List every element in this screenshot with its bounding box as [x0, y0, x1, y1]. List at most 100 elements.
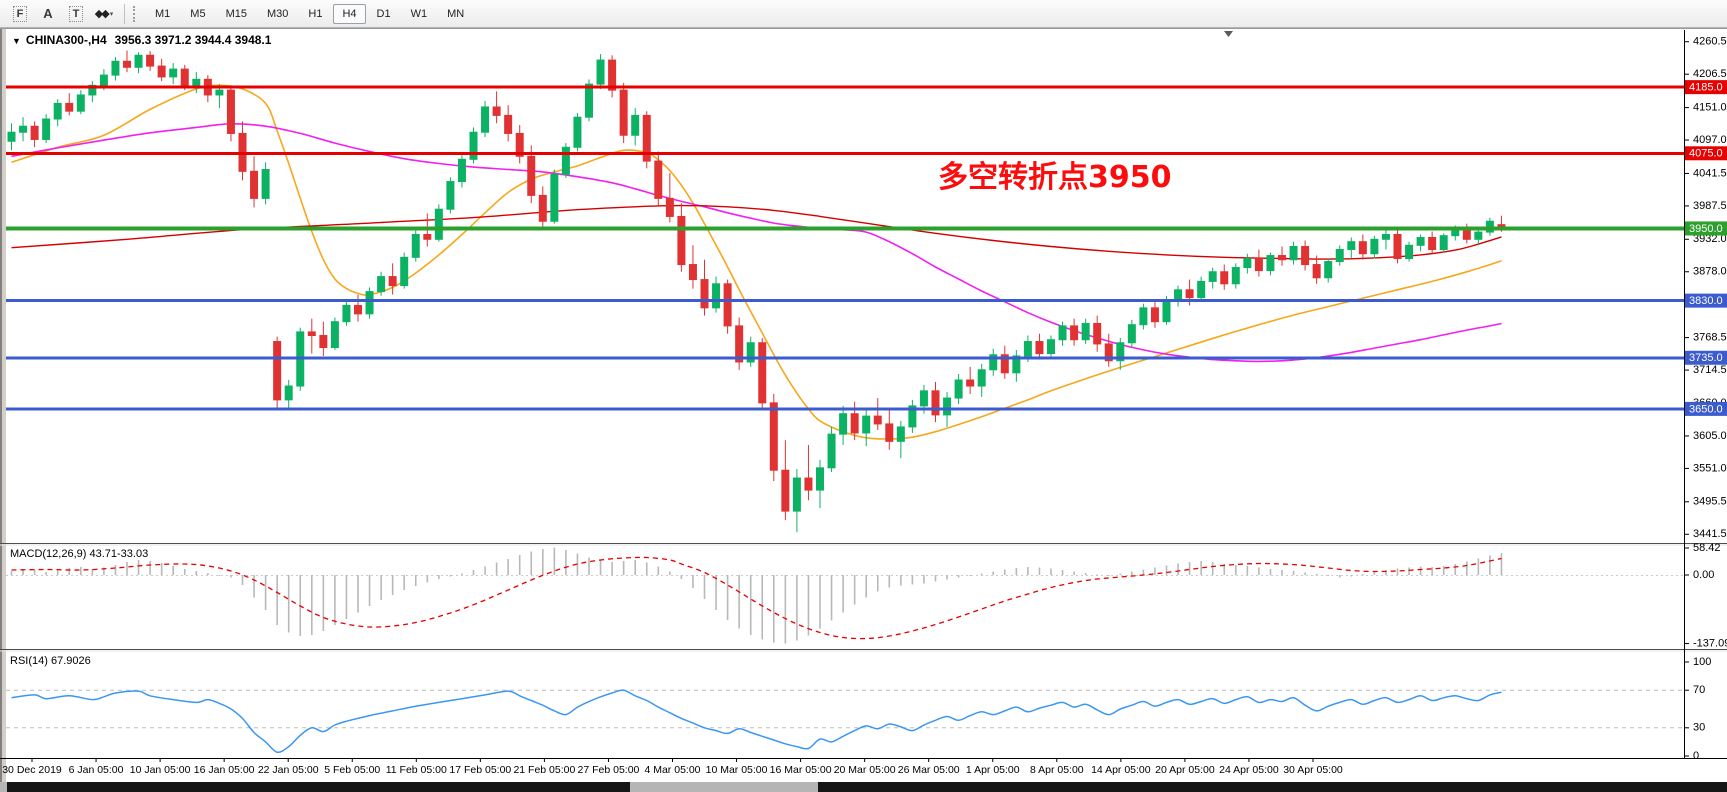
candle-up: [908, 399, 917, 433]
h-scrollbar-thumb[interactable]: [630, 782, 818, 792]
annotation-text[interactable]: 多空转折点3950: [938, 160, 1172, 195]
macd-bar: [807, 575, 810, 636]
rsi-tick-label: 30: [1693, 722, 1705, 734]
macd-bar: [853, 575, 856, 605]
timeframe-h1-button[interactable]: H1: [308, 7, 323, 20]
timeframe-m1-button[interactable]: M1: [155, 7, 171, 20]
macd-pane[interactable]: [6, 547, 1684, 644]
candle-down: [665, 173, 674, 223]
candle-down: [307, 318, 316, 354]
macd-bar: [657, 566, 660, 575]
rsi-pane[interactable]: [6, 689, 1684, 754]
font-icon: A: [43, 6, 53, 21]
candle-down: [885, 408, 894, 450]
macd-bar: [149, 561, 151, 575]
price-badge: 3830.0: [1685, 293, 1727, 308]
candle-down: [873, 398, 882, 430]
candle-down: [619, 82, 628, 144]
macd-bar: [680, 575, 683, 579]
macd-bar: [588, 557, 590, 575]
macd-bar: [900, 575, 902, 586]
date-axis[interactable]: 30 Dec 2019 6 Jan 05:00 10 Jan 05:00 16 Jan…: [2, 758, 1343, 776]
chart-canvas[interactable]: 4260.5 4206.5 4151.0 4097.0 4041.5 3987.5 3932…: [0, 28, 1727, 782]
candle-up: [1439, 233, 1448, 253]
timeframe-w1-button[interactable]: W1: [410, 7, 428, 20]
macd-bar: [1419, 566, 1422, 575]
date-label: 24 Apr 05:00: [1219, 764, 1279, 776]
chart-window[interactable]: 4260.5 4206.5 4151.0 4097.0 4041.5 3987.5 3932…: [0, 28, 1727, 782]
macd-bar: [645, 562, 648, 575]
timeframe-h4-button[interactable]: H4: [333, 3, 366, 24]
candle-up: [42, 114, 51, 144]
macd-bar: [1235, 565, 1237, 575]
candle-down: [1000, 345, 1009, 379]
symbol-dropdown-icon[interactable]: ▼: [12, 36, 21, 46]
candle-up: [839, 405, 848, 445]
candle-up: [1381, 229, 1390, 250]
date-label: 27 Feb 05:00: [578, 764, 640, 776]
macd-bar: [669, 571, 671, 575]
macd-bar: [103, 567, 105, 575]
macd-bar: [334, 575, 336, 625]
candle-down: [677, 203, 686, 272]
tool-templates-button[interactable]: F: [9, 3, 31, 25]
macd-bar: [1304, 572, 1306, 575]
date-label: 1 Apr 05:00: [966, 764, 1020, 776]
macd-bar: [368, 575, 371, 606]
candle-down: [758, 337, 767, 411]
macd-bar: [622, 561, 625, 575]
macd-bar: [865, 575, 867, 598]
macd-bar: [796, 575, 798, 641]
price-badge: 4185.0: [1685, 80, 1727, 95]
date-label: 26 Mar 05:00: [898, 764, 960, 776]
macd-bar: [634, 560, 636, 575]
candle-up: [585, 79, 593, 122]
macd-bar: [542, 549, 544, 575]
macd-bar: [426, 575, 429, 583]
candle-up: [1370, 235, 1379, 259]
macd-indicator-label: MACD(12,26,9) 43.71-33.03: [10, 548, 149, 560]
macd-bar: [692, 575, 694, 588]
chevron-down-icon[interactable]: ▾: [109, 10, 114, 18]
macd-bar: [1188, 562, 1191, 575]
candle-up: [631, 108, 640, 146]
candle-up: [1324, 258, 1333, 283]
candle-up: [1058, 321, 1067, 346]
candle-up: [481, 100, 490, 138]
timeframe-m15-button[interactable]: M15: [225, 7, 247, 20]
tool-font-button[interactable]: A: [37, 3, 59, 25]
date-label: 5 Feb 05:00: [324, 764, 380, 776]
macd-bar: [80, 567, 82, 575]
candle-up: [816, 460, 824, 509]
tool-shapes-button[interactable]: ◆◆ ▾: [93, 3, 115, 25]
candle-up: [896, 420, 905, 459]
macd-bar: [565, 550, 567, 575]
timeframe-d1-button[interactable]: D1: [376, 7, 391, 20]
date-label: 10 Mar 05:00: [706, 764, 768, 776]
macd-bar: [969, 575, 971, 576]
candle-up: [1116, 337, 1125, 370]
price-axis[interactable]: 4260.5 4206.5 4151.0 4097.0 4041.5 3987.5 3932…: [1684, 30, 1727, 762]
status-bar: [0, 782, 1727, 792]
macd-bar: [45, 572, 47, 575]
candle-down: [700, 259, 709, 316]
timeframe-m5-button[interactable]: M5: [190, 7, 206, 20]
tool-text-button[interactable]: T: [65, 3, 87, 25]
main-chart-pane[interactable]: [6, 50, 1684, 533]
macd-bar: [472, 570, 475, 575]
candle-down: [319, 321, 328, 356]
macd-bar: [738, 575, 740, 629]
macd-bar: [461, 573, 463, 575]
toolbar: F A T ◆◆ ▾ M1 M5 M15 M30 H1 H4 D1 W1 MN: [0, 0, 1727, 28]
timeframe-mn-button[interactable]: MN: [447, 7, 465, 20]
toolbar-grip[interactable]: [133, 5, 138, 22]
price-tick-label: 3714.5: [1693, 364, 1727, 376]
svg-text:3650.0: 3650.0: [1689, 403, 1723, 415]
macd-bar: [449, 575, 452, 577]
candle-down: [1220, 264, 1229, 290]
timeframe-m30-button[interactable]: M30: [266, 7, 289, 20]
macd-bar: [980, 573, 983, 575]
macd-bar: [1154, 567, 1156, 575]
date-label: 30 Dec 2019: [2, 764, 62, 776]
date-label: 21 Feb 05:00: [513, 764, 575, 776]
